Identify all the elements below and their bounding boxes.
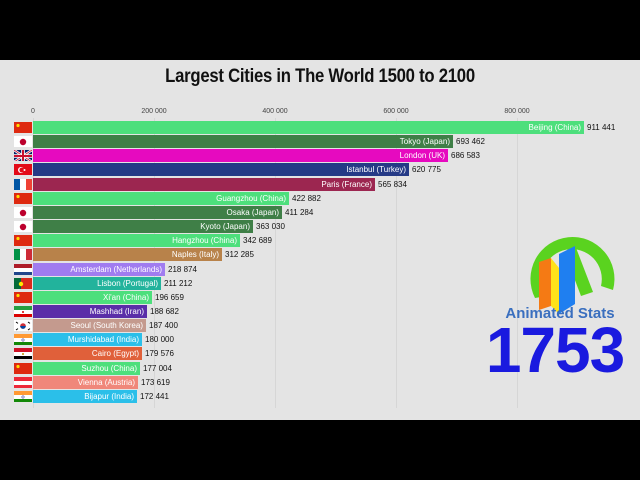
animated-stats-logo-icon <box>530 237 615 314</box>
bar: London (UK) <box>33 149 448 163</box>
south-korea-flag-icon <box>14 319 32 332</box>
bar-label: Cairo (Egypt) <box>91 349 139 359</box>
iran-flag-icon <box>14 305 32 317</box>
egypt-flag-icon <box>14 347 32 360</box>
china-flag-icon <box>14 362 32 374</box>
bar: Murshidabad (India) <box>33 333 142 347</box>
bar-label: Hangzhou (China) <box>172 236 237 246</box>
bar-label: Amsterdam (Netherlands) <box>70 264 162 274</box>
bar: Cairo (Egypt) <box>33 347 142 361</box>
bar-label: Guangzhou (China) <box>216 193 286 203</box>
bar-label: Murshidabad (India) <box>67 335 139 345</box>
bar-value: 363 030 <box>256 222 285 232</box>
bar-label: Bijapur (India) <box>84 391 134 401</box>
bar-label: Osaka (Japan) <box>226 207 279 217</box>
x-tick-label: 400 000 <box>262 108 288 115</box>
bar-value: 187 400 <box>149 321 178 331</box>
bar-label: Beijing (China) <box>528 123 581 132</box>
gridline <box>275 118 276 408</box>
france-flag-icon <box>14 178 32 190</box>
bar: Istanbul (Turkey) <box>33 163 409 177</box>
bar-label: Tokyo (Japan) <box>399 137 450 147</box>
bar: Suzhou (China) <box>33 361 140 375</box>
bar-label: Istanbul (Turkey) <box>346 165 406 175</box>
bar-label: Suzhou (China) <box>81 363 137 373</box>
bar: Bijapur (India) <box>33 389 137 403</box>
gridline <box>396 118 397 408</box>
bar: Xi'an (China) <box>33 290 152 304</box>
bar-value: 177 004 <box>143 363 172 373</box>
bar-value: 172 441 <box>140 391 169 401</box>
bar: Naples (Italy) <box>33 248 222 262</box>
bar: Beijing (China) <box>33 121 584 134</box>
netherlands-flag-icon <box>14 263 32 275</box>
bar: Tokyo (Japan) <box>33 135 453 149</box>
bar-label: Kyoto (Japan) <box>200 222 250 232</box>
x-tick-label: 800 000 <box>504 108 530 115</box>
turkey-flag-icon <box>14 163 32 176</box>
bar-value: 411 284 <box>285 207 314 217</box>
japan-flag-icon <box>14 135 32 148</box>
bar-value: 180 000 <box>145 335 174 345</box>
bar: Kyoto (Japan) <box>33 220 253 234</box>
japan-flag-icon <box>14 220 32 233</box>
x-tick-label: 0 <box>31 108 35 115</box>
bar-value: 211 212 <box>164 278 193 288</box>
bar: Seoul (South Korea) <box>33 319 146 333</box>
austria-flag-icon <box>14 376 32 388</box>
bar-value: 179 576 <box>145 349 174 359</box>
bar-label: Mashhad (Iran) <box>89 306 144 316</box>
bar-label: Xi'an (China) <box>103 292 149 302</box>
china-flag-icon <box>14 192 32 204</box>
bar-value: 686 583 <box>451 151 480 161</box>
bar: Paris (France) <box>33 177 375 191</box>
china-flag-icon <box>14 234 32 247</box>
bar: Lisbon (Portugal) <box>33 276 161 290</box>
bar: Osaka (Japan) <box>33 205 282 219</box>
bar-value: 218 874 <box>168 264 197 274</box>
portugal-flag-icon <box>14 277 32 289</box>
x-tick-label: 200 000 <box>141 108 167 115</box>
china-flag-icon <box>14 291 32 303</box>
bar-value: 173 619 <box>141 377 170 387</box>
year-counter: 1753 <box>485 314 625 386</box>
italy-flag-icon <box>14 248 32 261</box>
x-tick-label: 600 000 <box>383 108 409 115</box>
bar-label: Paris (France) <box>321 179 372 189</box>
bar-value: 188 682 <box>150 306 179 316</box>
bar-label: London (UK) <box>399 151 445 161</box>
bar: Hangzhou (China) <box>33 234 240 248</box>
uk-flag-icon <box>14 149 32 162</box>
bar-label: Seoul (South Korea) <box>70 321 144 331</box>
chart-stage: Largest Cities in The World 1500 to 2100… <box>0 60 640 420</box>
india-flag-icon <box>14 390 32 402</box>
bar-value: 196 659 <box>155 292 184 302</box>
bar-value: 620 775 <box>412 165 441 175</box>
bar: Vienna (Austria) <box>33 375 138 389</box>
bar-label: Vienna (Austria) <box>77 377 135 387</box>
bar-value: 911 441 <box>587 123 616 132</box>
bar-value: 342 689 <box>243 236 272 246</box>
bar-value: 422 882 <box>292 193 321 203</box>
bar-value: 565 834 <box>378 179 407 189</box>
bar: Amsterdam (Netherlands) <box>33 262 165 276</box>
bar: Mashhad (Iran) <box>33 304 147 318</box>
bar: Guangzhou (China) <box>33 191 289 205</box>
gridline <box>517 118 518 408</box>
bar-label: Lisbon (Portugal) <box>97 278 158 288</box>
bar-value: 312 285 <box>225 250 254 260</box>
brand-name: Animated Stats <box>505 305 615 322</box>
japan-flag-icon <box>14 206 32 218</box>
bar-label: Naples (Italy) <box>171 250 219 260</box>
bar-value: 693 462 <box>456 137 485 147</box>
china-flag-icon <box>14 121 32 133</box>
chart-title: Largest Cities in The World 1500 to 2100 <box>165 66 475 87</box>
india-flag-icon <box>14 333 32 346</box>
